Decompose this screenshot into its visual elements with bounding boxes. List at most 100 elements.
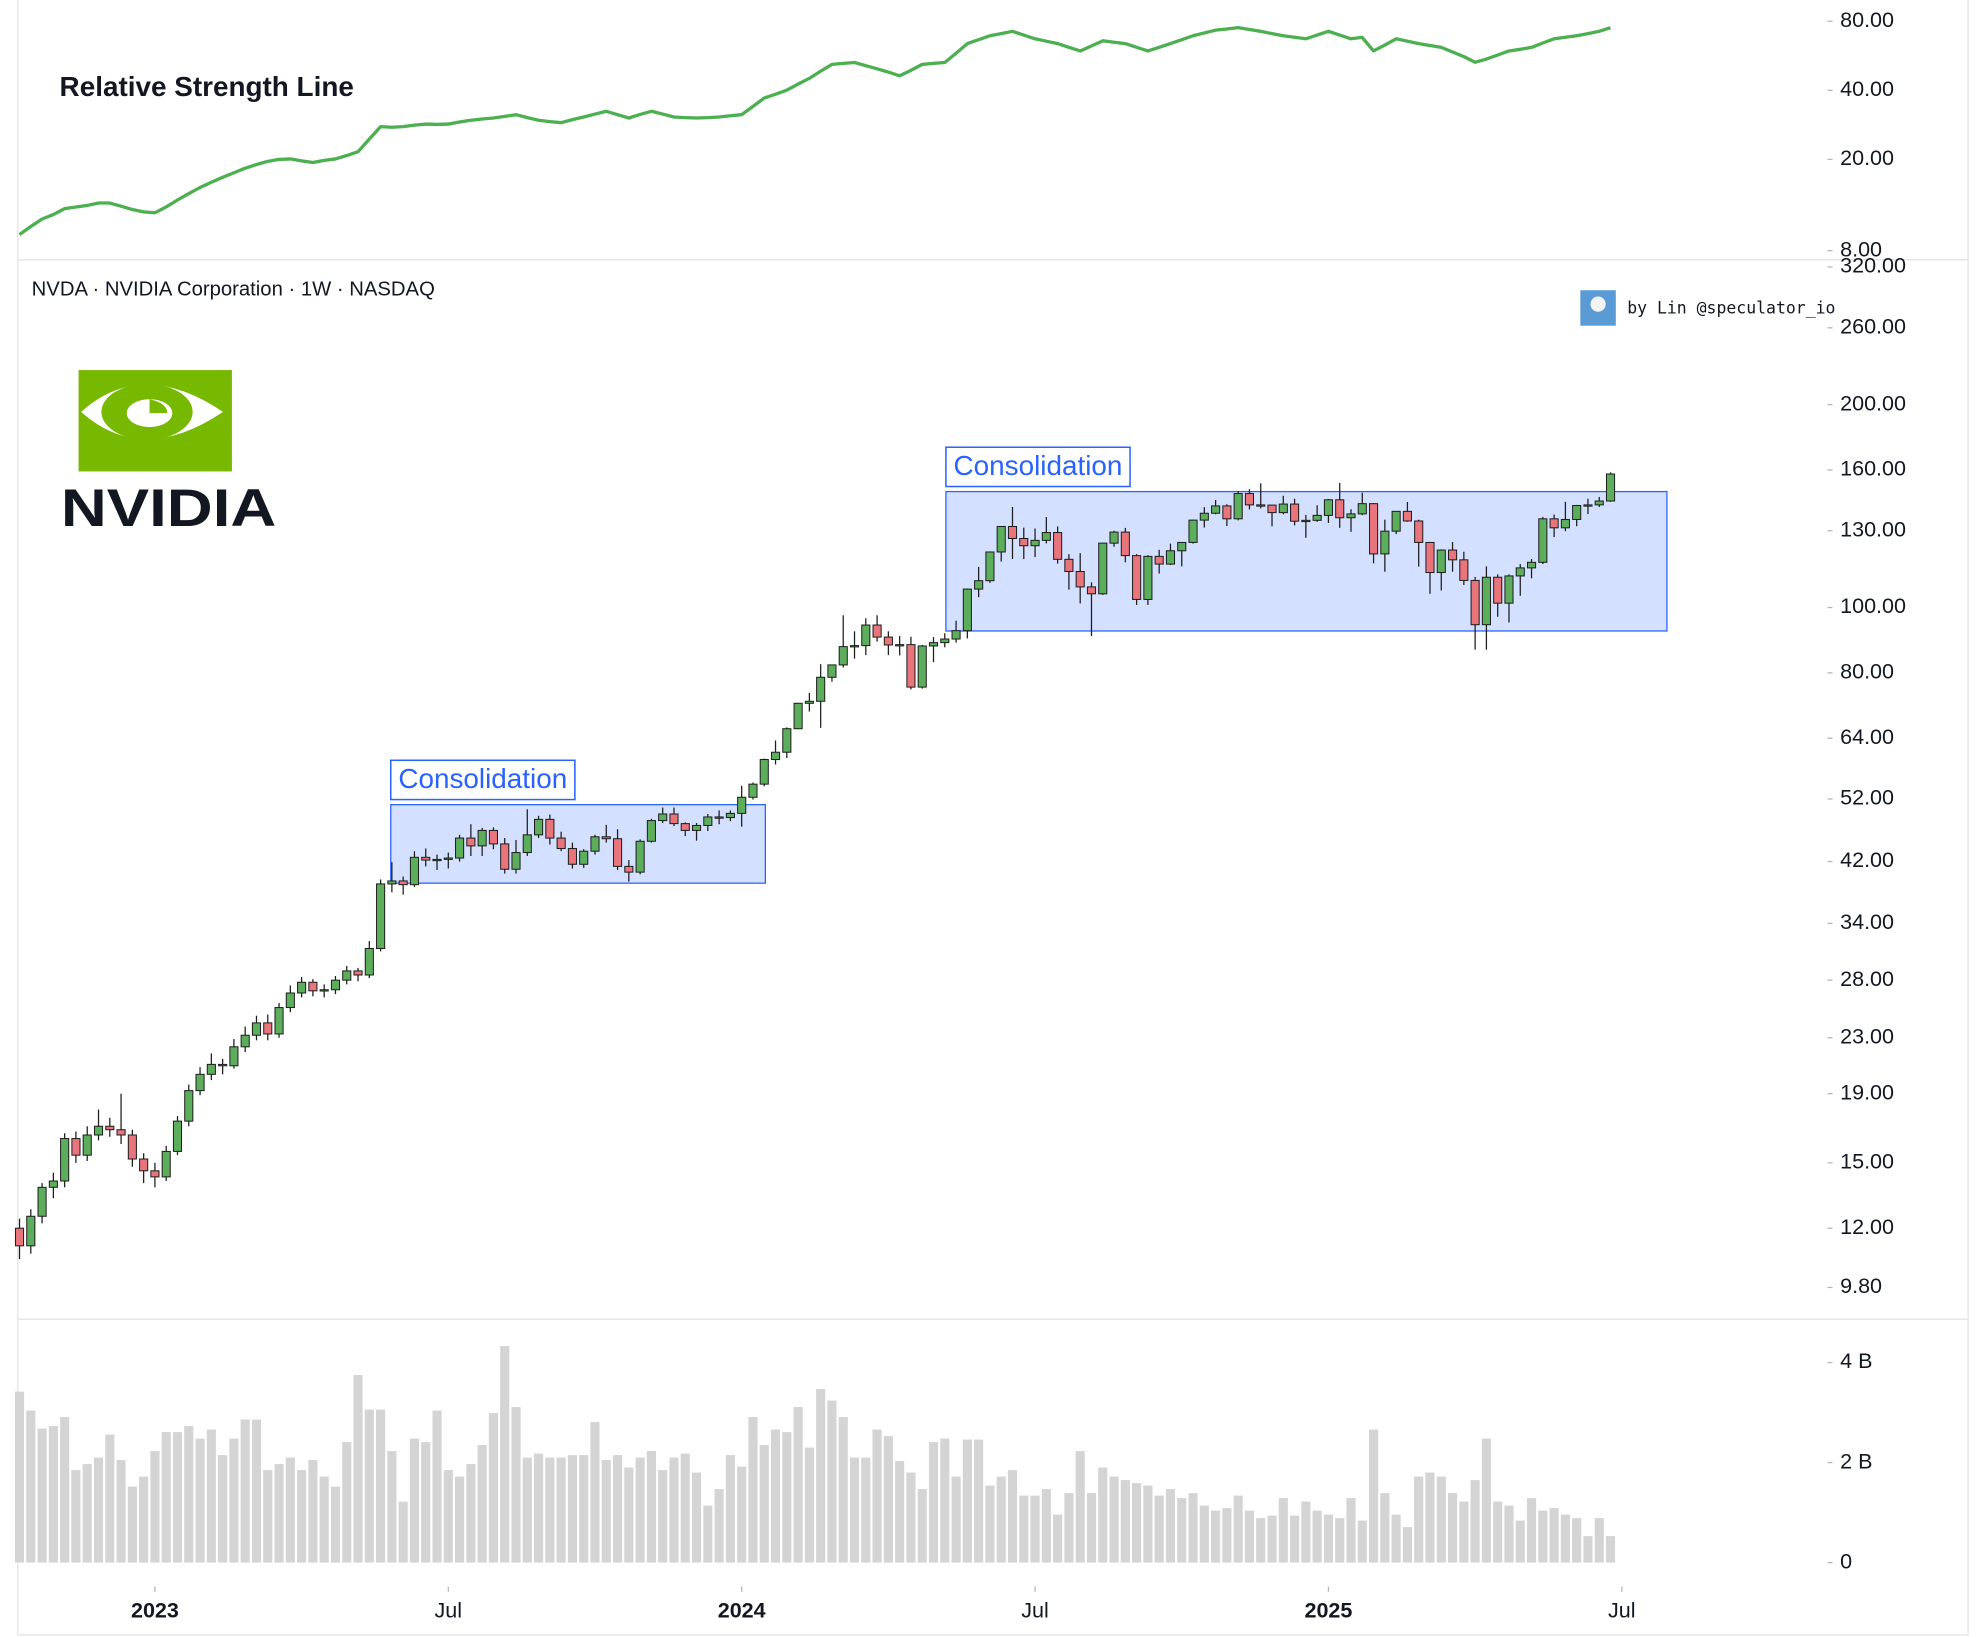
candle-body: [906, 644, 916, 688]
x-tick-label: 2023: [131, 1599, 179, 1623]
candle-body: [1007, 525, 1018, 539]
volume-bar: [838, 1417, 848, 1563]
volume-bar: [195, 1438, 205, 1563]
volume-bar: [1290, 1515, 1300, 1563]
candle-body: [1267, 504, 1277, 514]
volume-bar: [1312, 1510, 1322, 1563]
volume-bar: [1154, 1495, 1164, 1563]
volume-bar: [184, 1426, 194, 1563]
volume-bar: [1346, 1498, 1356, 1563]
candle-body: [635, 840, 645, 873]
candle-body: [387, 880, 397, 885]
volume-bar: [1278, 1498, 1288, 1563]
candle-body: [737, 796, 747, 814]
volume-bar: [466, 1464, 476, 1563]
candle-body: [477, 829, 487, 847]
volume-bar: [1086, 1493, 1097, 1563]
candle-body: [1199, 512, 1209, 521]
volume-bar: [161, 1432, 171, 1563]
y-tick-label: 20.00: [1840, 146, 1894, 170]
candle-body: [1256, 504, 1266, 507]
candle-body: [545, 818, 555, 839]
credit: by Lin @speculator_io: [1627, 299, 1835, 318]
candle-body: [748, 783, 758, 798]
volume-bar: [330, 1486, 341, 1563]
candle-body: [48, 1180, 58, 1188]
candle-body: [1369, 503, 1379, 555]
candle-body: [872, 624, 882, 638]
volume-bar: [928, 1442, 939, 1563]
volume-bar: [398, 1501, 408, 1563]
volume-bar: [691, 1472, 702, 1563]
candle-body: [184, 1090, 194, 1122]
candle-body: [793, 702, 803, 730]
candle-body: [556, 837, 566, 850]
candle-body: [1053, 532, 1063, 560]
front-layer: Consolidation Consolidation: [389, 446, 1131, 801]
candle-body: [590, 836, 600, 852]
y-tick-label: 64.00: [1840, 725, 1894, 749]
volume-bar: [240, 1419, 250, 1563]
candle-body: [71, 1138, 81, 1156]
volume-bar: [612, 1455, 623, 1563]
volume-bar: [1109, 1476, 1119, 1563]
volume-bar: [409, 1438, 420, 1563]
y-tick-label: 8.00: [1840, 237, 1882, 261]
volume-bar: [522, 1457, 532, 1563]
volume-bar: [172, 1432, 183, 1563]
y-tick-label: 15.00: [1840, 1150, 1894, 1174]
y-tick-label: 9.80: [1840, 1274, 1882, 1298]
volume-bar: [883, 1436, 893, 1563]
nvidia-logo: NVIDIA: [61, 370, 276, 538]
y-tick-label: 80.00: [1840, 660, 1894, 684]
candle-body: [940, 638, 950, 644]
annotation-label-box: [389, 759, 576, 801]
volume-bar: [1132, 1483, 1142, 1563]
candle-body: [579, 850, 589, 865]
volume-bar: [635, 1457, 645, 1563]
candle-body: [1583, 504, 1593, 507]
candle-body: [308, 981, 318, 992]
volume-bar: [996, 1476, 1006, 1563]
volume-bar: [1165, 1489, 1176, 1563]
volume-bar: [274, 1464, 284, 1563]
volume-bar: [770, 1429, 781, 1563]
volume-bar: [1335, 1518, 1345, 1563]
candle-body: [1402, 510, 1412, 522]
candle-body: [1481, 576, 1491, 626]
y-tick-label: 100.00: [1840, 594, 1906, 618]
volume-bar: [974, 1439, 984, 1563]
volume-bar: [1436, 1476, 1446, 1563]
volume-bar: [477, 1445, 487, 1563]
volume-bar: [1549, 1508, 1559, 1563]
candle-body: [917, 645, 927, 688]
candle-body: [1132, 555, 1142, 600]
candle-body: [1493, 576, 1503, 604]
volume-bar: [804, 1447, 814, 1563]
candle-body: [206, 1063, 216, 1075]
volume-bar: [534, 1453, 544, 1563]
volume-bar: [1256, 1518, 1266, 1563]
candle-body: [455, 837, 465, 859]
volume-bar: [759, 1445, 769, 1563]
candle-body: [93, 1125, 104, 1136]
candle-body: [319, 989, 329, 992]
volume-bar: [1481, 1438, 1491, 1563]
candle-body: [37, 1186, 47, 1217]
avatar-face: [1590, 296, 1606, 312]
candle-body: [895, 644, 905, 647]
candle-body: [285, 992, 295, 1009]
candle-body: [150, 1170, 160, 1178]
volume-bar: [985, 1485, 995, 1563]
volume-bar: [680, 1453, 690, 1563]
candle-body: [1154, 555, 1164, 565]
candle-body: [1211, 505, 1221, 514]
volume-bar: [748, 1417, 758, 1563]
volume-bar: [93, 1457, 104, 1563]
candle-body: [297, 981, 307, 994]
annotation-label: Consolidation: [398, 763, 567, 794]
candle-body: [14, 1227, 25, 1247]
volume-bar: [624, 1467, 634, 1563]
